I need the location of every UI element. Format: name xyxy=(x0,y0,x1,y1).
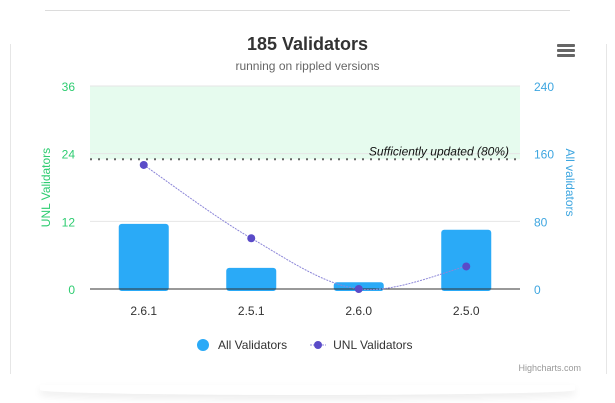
unl-point-2.5.1[interactable] xyxy=(247,234,256,243)
x-tick: 2.6.1 xyxy=(130,304,157,318)
hamburger-menu-icon[interactable] xyxy=(557,44,575,58)
legend-label: All Validators xyxy=(218,338,288,352)
chart-card xyxy=(10,44,607,374)
y-left-tick: 36 xyxy=(62,80,76,94)
legend-label: UNL Validators xyxy=(333,338,413,352)
plot-band-label: Sufficiently updated (80%) xyxy=(369,144,509,158)
x-tick: 2.5.1 xyxy=(238,304,265,318)
y-right-tick: 160 xyxy=(534,148,554,162)
unl-point-2.6.0[interactable] xyxy=(354,285,363,293)
bar-2.5.1[interactable] xyxy=(226,267,277,291)
chart-subtitle: running on rippled versions xyxy=(235,59,380,73)
x-tick: 2.5.0 xyxy=(453,304,480,318)
credits-link[interactable]: Highcharts.com xyxy=(518,363,581,373)
line-dot-icon xyxy=(310,341,327,349)
y-left-title: UNL Validators xyxy=(39,148,53,227)
plot-band xyxy=(90,86,520,160)
legend-item-unl-validators[interactable]: UNL Validators xyxy=(309,338,413,352)
y-right-tick: 80 xyxy=(534,215,548,229)
plot-area: 0 12 24 36 0 80 160 240 Sufficiently updated (80… xyxy=(39,80,577,318)
legend-item-all-validators[interactable]: All Validators xyxy=(196,338,287,352)
y-right-title: All validators xyxy=(563,148,577,216)
bar-2.6.1[interactable] xyxy=(118,223,169,291)
bar-2.5.0[interactable] xyxy=(441,229,492,291)
top-divider xyxy=(45,10,570,11)
y-left-tick: 0 xyxy=(68,283,75,297)
unl-point-2.6.1[interactable] xyxy=(139,160,148,169)
unl-point-2.5.0[interactable] xyxy=(462,262,471,271)
unl-line xyxy=(143,164,467,291)
chart-title: 185 Validators xyxy=(246,34,369,54)
circle-icon xyxy=(197,339,209,351)
y-left-tick: 12 xyxy=(62,215,76,229)
legend: All Validators UNL Validators xyxy=(196,338,435,352)
y-left-tick: 24 xyxy=(62,148,76,162)
x-tick: 2.6.0 xyxy=(345,304,372,318)
y-right-tick: 240 xyxy=(534,80,554,94)
y-right-tick: 0 xyxy=(534,283,541,297)
